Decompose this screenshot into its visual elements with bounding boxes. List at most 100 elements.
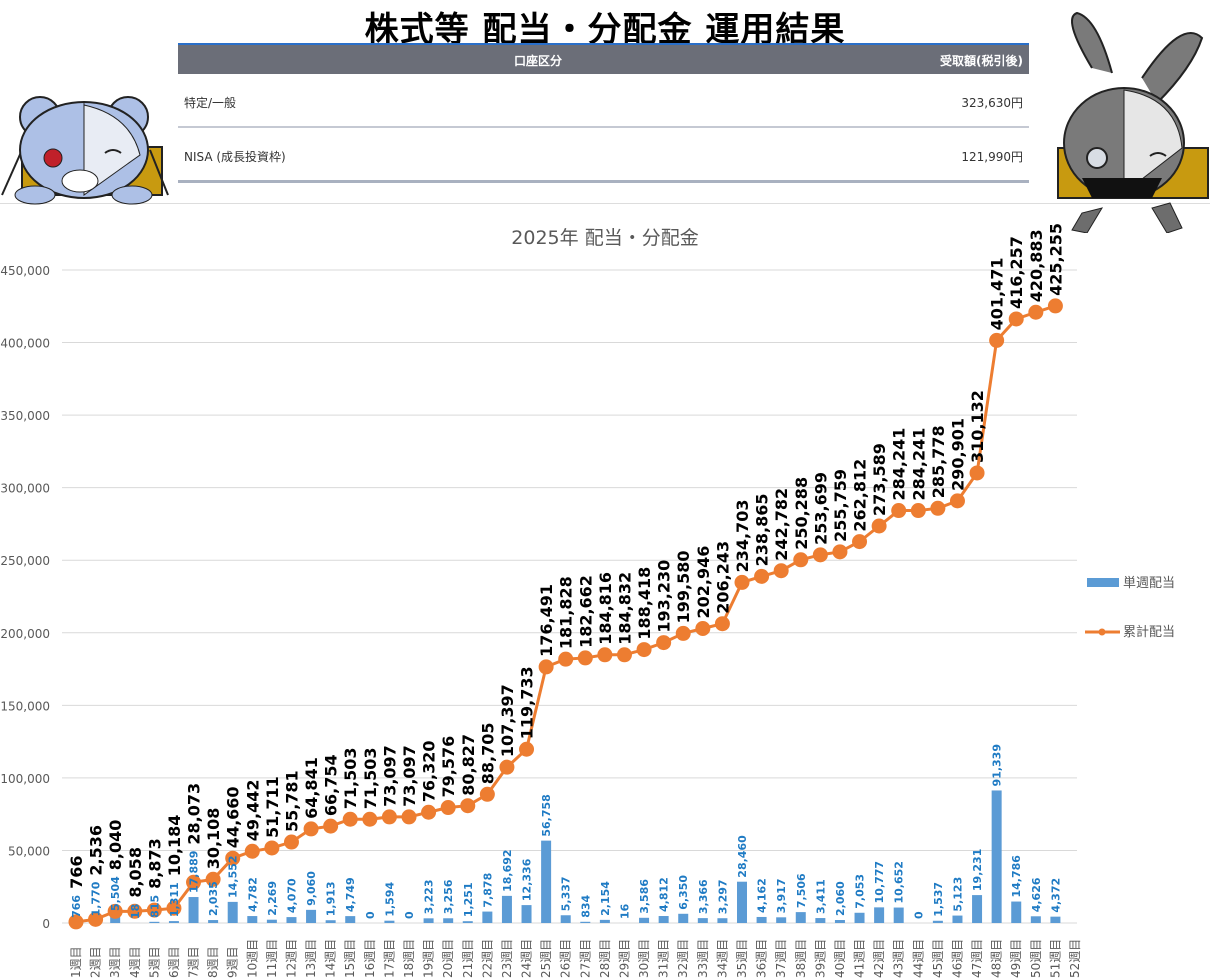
- bar-weekly: [972, 895, 982, 923]
- x-tick-label: 45週目: [931, 939, 945, 978]
- bar-data-label: 12,336: [521, 858, 534, 901]
- x-tick-label: 8週目: [206, 946, 220, 978]
- gray-rabbit-mascot-icon: [1042, 8, 1210, 233]
- cumulative-data-label: 66,754: [322, 754, 341, 816]
- bar-data-label: 91,339: [991, 744, 1004, 786]
- cumulative-point: [617, 647, 632, 662]
- bar-data-label: 17,889: [188, 851, 201, 893]
- x-tick-label: 47週目: [970, 939, 984, 978]
- bar-data-label: 16: [618, 903, 631, 919]
- bar-weekly: [874, 907, 884, 923]
- cumulative-data-label: 253,699: [811, 472, 830, 545]
- legend-line-marker-icon: [1099, 629, 1106, 636]
- x-tick-label: 14週目: [324, 939, 338, 978]
- bar-weekly: [757, 917, 767, 923]
- x-tick-label: 1週目: [69, 946, 83, 978]
- cumulative-data-label: 766: [67, 856, 86, 889]
- y-tick-label: 0: [42, 917, 50, 931]
- x-tick-label: 41週目: [853, 939, 867, 978]
- cumulative-point: [421, 805, 436, 820]
- x-tick-label: 39週目: [813, 939, 827, 978]
- bar-weekly: [639, 918, 649, 923]
- chart-svg: 2025年 配当・分配金 050,000100,000150,000200,00…: [0, 204, 1210, 980]
- bar-data-label: 6,350: [677, 875, 690, 910]
- column-header-account: 口座区分: [178, 52, 898, 69]
- account-type: 特定/一般: [184, 94, 236, 111]
- cumulative-data-label: 182,662: [576, 575, 595, 648]
- bar-data-label: 1,311: [168, 882, 181, 917]
- cumulative-point: [637, 642, 652, 657]
- x-tick-label: 10週目: [245, 939, 259, 978]
- cumulative-data-label: 310,132: [968, 390, 987, 463]
- cumulative-data-label: 2,536: [87, 825, 106, 876]
- cumulative-point: [950, 493, 965, 508]
- y-tick-label: 250,000: [0, 554, 50, 568]
- bar-weekly: [698, 918, 708, 923]
- cumulative-data-label: 273,589: [870, 443, 889, 516]
- bar-weekly: [992, 790, 1002, 923]
- x-tick-label: 9週目: [226, 946, 240, 978]
- bar-weekly: [894, 908, 904, 923]
- x-tick-label: 42週目: [872, 939, 886, 978]
- bar-data-label: 14,786: [1010, 855, 1023, 898]
- cumulative-data-label: 8,873: [145, 838, 164, 889]
- cumulative-point: [264, 840, 279, 855]
- cumulative-data-label: 88,705: [478, 723, 497, 785]
- table-header: 口座区分 受取額(税引後): [178, 43, 1029, 74]
- x-tick-label: 35週目: [735, 939, 749, 978]
- bar-weekly: [776, 917, 786, 923]
- cumulative-data-label: 176,491: [537, 584, 556, 657]
- bar-weekly: [600, 920, 610, 923]
- cumulative-data-label: 49,442: [243, 780, 262, 842]
- x-tick-label: 48週目: [990, 939, 1004, 978]
- cumulative-data-label: 193,230: [655, 560, 674, 633]
- bar-weekly: [815, 918, 825, 923]
- bar-weekly: [247, 916, 257, 923]
- bar-data-label: 7,878: [481, 873, 494, 908]
- legend-bar-swatch-icon: [1087, 578, 1119, 587]
- cumulative-data-label: 234,703: [733, 500, 752, 573]
- cumulative-point: [539, 659, 554, 674]
- cumulative-data-label: 238,865: [753, 494, 772, 567]
- bar-data-label: 7,053: [854, 874, 867, 909]
- cumulative-point: [715, 616, 730, 631]
- cumulative-point: [774, 563, 789, 578]
- x-tick-label: 18週目: [402, 939, 416, 978]
- cumulative-data-label: 30,108: [204, 808, 223, 870]
- cumulative-point: [754, 569, 769, 584]
- y-tick-label: 50,000: [8, 844, 50, 858]
- x-tick-label: 13週目: [304, 939, 318, 978]
- bar-weekly: [189, 897, 199, 923]
- x-tick-label: 19週目: [422, 939, 436, 978]
- cumulative-point: [676, 626, 691, 641]
- bar-data-label: 5,337: [560, 876, 573, 911]
- bar-data-label: 4,372: [1049, 878, 1062, 913]
- blue-bear-mascot-icon: [0, 95, 170, 210]
- bar-weekly: [169, 921, 179, 923]
- cumulative-data-label: 184,832: [615, 572, 634, 645]
- bar-data-label: 9,060: [305, 871, 318, 906]
- amount: 121,990円: [961, 148, 1023, 165]
- x-tick-label: 25週目: [539, 939, 553, 978]
- cumulative-data-label: 73,097: [380, 745, 399, 807]
- cumulative-data-label: 184,816: [596, 572, 615, 645]
- x-tick-label: 40週目: [833, 939, 847, 978]
- x-tick-label: 16週目: [363, 939, 377, 978]
- bar-weekly: [149, 922, 159, 923]
- x-tick-label: 4週目: [128, 946, 142, 978]
- bar-data-label: 7,506: [795, 873, 808, 908]
- bar-data-label: 4,162: [756, 878, 769, 913]
- cumulative-data-label: 119,733: [518, 666, 537, 739]
- x-tick-label: 6週目: [167, 946, 181, 978]
- cumulative-point: [460, 798, 475, 813]
- bar-data-label: 3,366: [697, 879, 710, 914]
- bar-data-label: 10,652: [893, 861, 906, 903]
- bar-weekly: [463, 921, 473, 923]
- y-tick-label: 300,000: [0, 482, 50, 496]
- cumulative-data-label: 107,397: [498, 684, 517, 757]
- bar-weekly: [678, 914, 688, 923]
- bar-weekly: [443, 918, 453, 923]
- cumulative-point: [1009, 311, 1024, 326]
- bar-weekly: [717, 918, 727, 923]
- bar-data-label: 1,537: [932, 882, 945, 917]
